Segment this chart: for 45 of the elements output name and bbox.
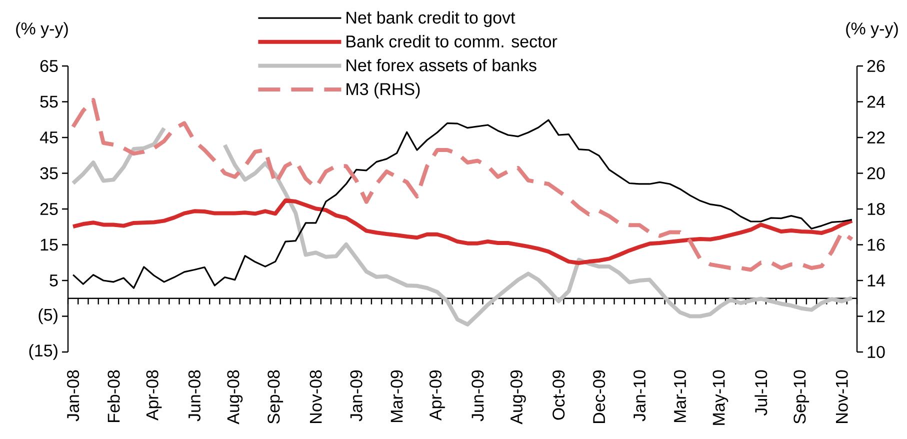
- x-tick-label: May-10: [712, 370, 728, 425]
- legend-label: Net bank credit to govt: [346, 11, 516, 28]
- x-tick-label: Dec-09: [593, 370, 606, 423]
- x-tick-label: Jul-10: [754, 370, 768, 416]
- x-tick-label: Oct-09: [552, 370, 565, 420]
- x-tick-label: Sep-08: [268, 370, 284, 424]
- y-tick-label: 5: [50, 274, 58, 286]
- y2-tick-label: 12: [868, 310, 885, 322]
- x-tick-label: Aug-08: [227, 370, 243, 424]
- y-tick-label: 15: [40, 238, 58, 251]
- y2-tick-label: 10: [868, 346, 885, 358]
- x-tick-label: Jun-08: [188, 370, 200, 422]
- x-tick-label: Apr-09: [430, 370, 445, 421]
- y2-tick-label: 18: [868, 202, 885, 216]
- x-tick-label: Jan-10: [634, 370, 646, 422]
- x-tick-label: Sep-10: [794, 370, 810, 424]
- y2-tick-label: 16: [868, 238, 885, 251]
- y2-tick-label: 14: [868, 274, 885, 286]
- legend-label: Net forex assets of banks: [346, 58, 536, 72]
- x-tick-label: Apr-08: [146, 370, 162, 421]
- x-tick-label: Jan-09: [350, 370, 362, 422]
- x-tick-label: Jun-09: [472, 370, 484, 422]
- y-tick-label: (5): [38, 308, 58, 324]
- y-tick-label: 45: [40, 132, 58, 144]
- y2-tick-label: 26: [867, 60, 885, 72]
- line-series: [71, 98, 854, 272]
- y-axis-title: (% y-y): [16, 22, 68, 38]
- y2-axis-title: (% y-y): [846, 22, 898, 38]
- x-tick-label: Nov-10: [836, 370, 848, 423]
- legend-label: M3 (RHS): [346, 82, 420, 98]
- y-tick-label: 35: [40, 167, 58, 180]
- x-tick-label: Aug-09: [510, 370, 526, 424]
- y2-tick-label: 20: [867, 167, 885, 180]
- y-tick-label: 25: [40, 202, 58, 216]
- x-tick-label: Mar-10: [674, 370, 686, 422]
- y2-tick-label: 22: [867, 132, 885, 144]
- x-tick-label: Jan-08: [67, 370, 80, 422]
- y2-tick-label: 24: [867, 96, 885, 108]
- y-tick-label: (15): [29, 344, 58, 360]
- x-tick-label: Nov-08: [310, 370, 322, 423]
- x-tick-label: Mar-09: [390, 370, 403, 422]
- legend-label: Bank credit to comm. sector: [346, 35, 558, 48]
- y-tick-label: 65: [40, 60, 58, 72]
- x-tick-label: Feb-08: [107, 370, 120, 422]
- y-tick-label: 55: [40, 96, 58, 108]
